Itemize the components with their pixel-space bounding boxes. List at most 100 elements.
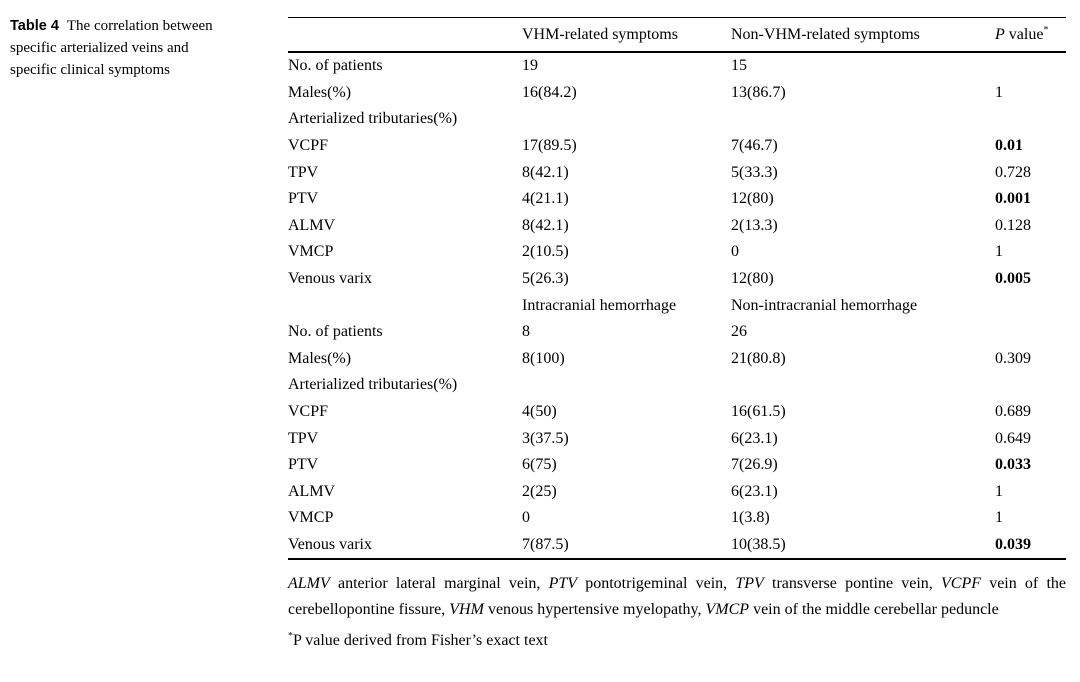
row-label-cell: VCPF [288, 403, 329, 421]
non-vhm-value-cell: 26 [731, 323, 747, 341]
table-row: No. of patients 19 15 [288, 52, 1066, 80]
p-value-word: value [1004, 25, 1044, 43]
p-value-cell: 1 [995, 482, 1003, 500]
abbreviation-definition: transverse pontine vein, [763, 575, 941, 592]
row-label-cell: Arterialized tributaries(%) [288, 376, 458, 394]
row-label-cell: No. of patients [288, 323, 383, 341]
non-vhm-value-cell: 6(23.1) [731, 429, 778, 447]
vhm-value-cell: 4(50) [522, 403, 557, 421]
table-caption-text: The correlation between specific arteria… [10, 18, 213, 78]
abbreviation-definition: pontotrigeminal vein, [577, 575, 736, 592]
p-value-cell [995, 372, 1066, 399]
vhm-value-cell [522, 372, 731, 399]
vhm-value-cell: 2(10.5) [522, 243, 569, 261]
row-label-cell [288, 292, 522, 319]
p-value-cell [995, 52, 1066, 80]
table-body: No. of patients 19 15 Males(%) 16(84.2) 13(86… [288, 52, 1066, 559]
non-vhm-value-cell: 1(3.8) [731, 509, 770, 527]
non-vhm-value-cell: 2(13.3) [731, 216, 778, 234]
abbreviation-definition: venous hypertensive myelopathy, [483, 601, 706, 618]
p-value-cell: 0.128 [995, 216, 1031, 234]
row-label-cell: Venous varix [288, 270, 372, 288]
vhm-value-cell: 8(42.1) [522, 163, 569, 181]
p-value-letter: P [995, 25, 1005, 43]
non-vhm-value-cell: 7(46.7) [731, 137, 778, 155]
row-label-cell: VCPF [288, 137, 329, 155]
p-value-cell: 0.039 [995, 535, 1031, 553]
p-value-cell: 1 [995, 243, 1003, 261]
vhm-value-cell: 4(21.1) [522, 190, 569, 208]
vhm-value-cell [522, 106, 731, 133]
vhm-value-cell: 3(37.5) [522, 429, 569, 447]
p-value-cell: 1 [995, 83, 1003, 101]
non-vhm-value-cell: 7(26.9) [731, 456, 778, 474]
row-label-cell: TPV [288, 163, 319, 181]
row-label-cell: VMCP [288, 243, 334, 261]
table-row: PTV 6(75) 7(26.9) 0.033 [288, 452, 1066, 479]
table-row: ALMV 2(25) 6(23.1) 1 [288, 479, 1066, 506]
header-empty-cell [288, 17, 522, 53]
table-subheader-row: Intracranial hemorrhage Non-intracranial … [288, 292, 1066, 319]
vhm-value-cell: Intracranial hemorrhage [522, 296, 677, 314]
p-value-cell [995, 319, 1066, 346]
table-row: VCPF 17(89.5) 7(46.7) 0.01 [288, 133, 1066, 160]
non-vhm-value-cell: 13(86.7) [731, 83, 786, 101]
row-label-cell: PTV [288, 190, 319, 208]
table-head: VHM-related symptoms Non-VHM-related sym… [288, 17, 1066, 53]
p-value-cell: 1 [995, 509, 1003, 527]
non-vhm-value-cell: 5(33.3) [731, 163, 778, 181]
table-container: VHM-related symptoms Non-VHM-related sym… [288, 17, 1066, 561]
row-label-cell: Arterialized tributaries(%) [288, 110, 458, 128]
p-value-cell: 0.005 [995, 270, 1031, 288]
vhm-value-cell: 2(25) [522, 482, 557, 500]
table-caption-label: Table 4 [10, 18, 59, 34]
row-label-cell: Venous varix [288, 535, 372, 553]
non-vhm-value-cell: 15 [731, 57, 747, 75]
header-p-value: P value* [995, 17, 1066, 53]
non-vhm-value-cell: 10(38.5) [731, 535, 786, 553]
row-label-cell: VMCP [288, 509, 334, 527]
non-vhm-value-cell: 12(80) [731, 190, 774, 208]
table-row: ALMV 8(42.1) 2(13.3) 0.128 [288, 213, 1066, 240]
footnote-p-value-text: P value derived from Fisher’s exact text [292, 632, 548, 649]
table-row: VMCP 0 1(3.8) 1 [288, 505, 1066, 532]
p-value-cell: 0.649 [995, 429, 1031, 447]
abbreviation-term: TPV [735, 575, 764, 592]
row-label-cell: ALMV [288, 482, 336, 500]
p-value-cell: 0.689 [995, 403, 1031, 421]
table-row: Venous varix 5(26.3) 12(80) 0.005 [288, 266, 1066, 293]
vhm-value-cell: 6(75) [522, 456, 557, 474]
non-vhm-value-cell: 12(80) [731, 270, 774, 288]
footnote-p-value: *P value derived from Fisher’s exact tex… [288, 630, 1066, 652]
row-label-cell: ALMV [288, 216, 336, 234]
row-label-cell: Males(%) [288, 83, 352, 101]
table-row: VCPF 4(50) 16(61.5) 0.689 [288, 399, 1066, 426]
abbreviation-term: PTV [548, 575, 578, 592]
table-row: Arterialized tributaries(%) [288, 106, 1066, 133]
abbreviation-term: ALMV [288, 575, 330, 592]
p-value-cell: 0.309 [995, 349, 1031, 367]
header-non-vhm-symptoms: Non-VHM-related symptoms [731, 17, 995, 53]
non-vhm-value-cell: Non-intracranial hemorrhage [731, 296, 918, 314]
p-value-cell: 0.033 [995, 456, 1031, 474]
footnote-abbreviations: ALMV anterior lateral marginal vein, PTV… [288, 571, 1066, 623]
p-value-asterisk: * [1043, 24, 1049, 36]
vhm-value-cell: 19 [522, 57, 538, 75]
row-label-cell: TPV [288, 429, 319, 447]
abbreviation-definition: vein of the cerebellopontine fissure, [288, 575, 1067, 618]
p-value-cell: 0.01 [995, 137, 1023, 155]
p-value-cell: 0.001 [995, 190, 1031, 208]
p-value-cell [995, 106, 1066, 133]
abbreviation-term: VMCP [705, 601, 750, 618]
footnote-asterisk: * [288, 630, 293, 642]
table-row: Arterialized tributaries(%) [288, 372, 1066, 399]
non-vhm-value-cell: 6(23.1) [731, 482, 778, 500]
p-value-cell [995, 292, 1066, 319]
vhm-value-cell: 5(26.3) [522, 270, 569, 288]
non-vhm-value-cell [731, 106, 995, 133]
vhm-value-cell: 8 [522, 323, 530, 341]
table-header-row: VHM-related symptoms Non-VHM-related sym… [288, 17, 1066, 53]
table-row: TPV 3(37.5) 6(23.1) 0.649 [288, 425, 1066, 452]
abbreviation-term: VCPF [941, 575, 981, 592]
